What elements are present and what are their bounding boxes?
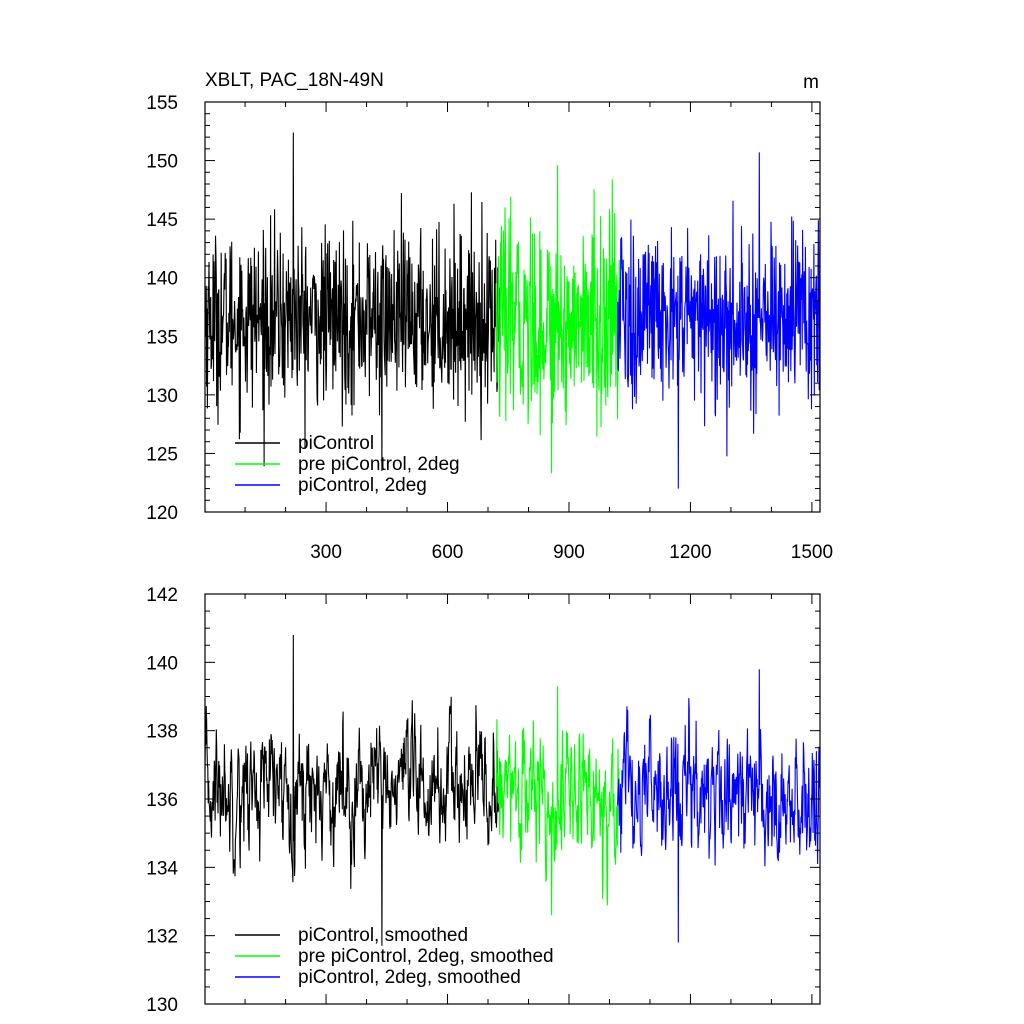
bottom-panel: 130 132 134 136 138 140 142 piControl, smoothe… xyxy=(146,585,821,1016)
x-tick-label: 900 xyxy=(553,542,585,563)
y-tick-label: 120 xyxy=(146,503,178,524)
units-label: m xyxy=(803,72,819,93)
series-layer xyxy=(204,634,821,946)
y-tick-label: 132 xyxy=(146,927,178,948)
x-tick-label: 1200 xyxy=(669,542,711,563)
y-tick-label: 145 xyxy=(146,210,178,231)
y-tick-label: 135 xyxy=(146,327,178,348)
top-panel: XBLT, PAC_18N-49N m 120 125 130 135 140 145 15… xyxy=(146,70,833,563)
y-tick-label: 136 xyxy=(146,790,178,811)
y-tick-label: 138 xyxy=(146,722,178,743)
legend-label: pre piControl, 2deg, smoothed xyxy=(298,946,554,967)
y-tick-label: 134 xyxy=(146,858,178,879)
series-line-picontrol xyxy=(204,132,501,472)
y-tick-label: 140 xyxy=(146,269,178,290)
y-tick-label: 150 xyxy=(146,152,178,173)
legend-label: piControl, smoothed xyxy=(298,925,468,946)
x-tick-label: 300 xyxy=(310,542,342,563)
series-line-pre-picontrol-2deg xyxy=(495,165,621,474)
legend-label: pre piControl, 2deg xyxy=(298,454,460,475)
series-layer xyxy=(204,132,821,489)
x-tick-label: 600 xyxy=(432,542,464,563)
series-line-picontrol-2deg-smoothed xyxy=(617,669,821,943)
legend-label: piControl xyxy=(298,433,374,454)
chart-title: XBLT, PAC_18N-49N xyxy=(205,70,384,91)
y-tick-label: 155 xyxy=(146,93,178,114)
legend-label: piControl, 2deg, smoothed xyxy=(298,967,521,988)
y-tick-label: 142 xyxy=(146,585,178,606)
series-line-picontrol-2deg xyxy=(617,152,821,489)
y-tick-label: 130 xyxy=(146,995,178,1016)
axis-ticks: 130 132 134 136 138 140 142 xyxy=(146,585,820,1016)
plot-frame xyxy=(204,101,821,513)
series-line-picontrol-smoothed xyxy=(204,634,501,946)
axis-ticks: 120 125 130 135 140 145 150 155 300 600 900 1200 150… xyxy=(146,93,833,563)
y-tick-label: 130 xyxy=(146,386,178,407)
y-tick-label: 140 xyxy=(146,653,178,674)
legend-label: piControl, 2deg xyxy=(298,475,427,496)
x-tick-label: 1500 xyxy=(791,542,833,563)
y-tick-label: 125 xyxy=(146,444,178,465)
series-line-pre-picontrol-2deg-smoothed xyxy=(495,686,621,916)
